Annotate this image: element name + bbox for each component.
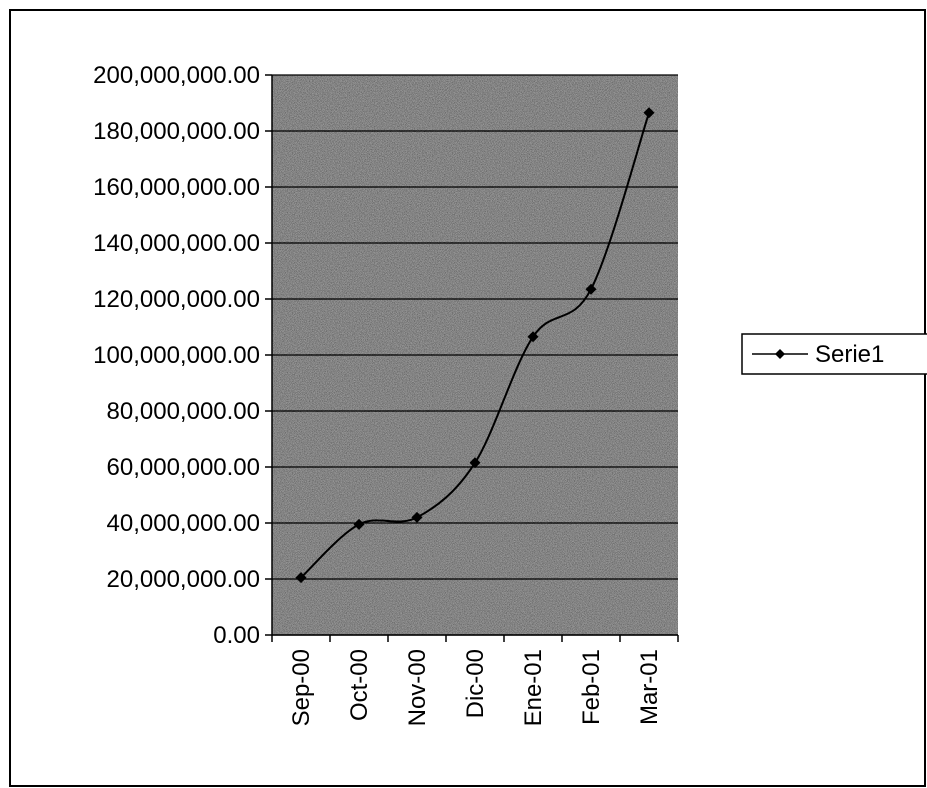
x-tick-label: Sep-00 <box>288 649 315 726</box>
y-tick-label: 60,000,000.00 <box>107 454 260 481</box>
data-point <box>469 457 481 469</box>
y-tick-label: 100,000,000.00 <box>93 342 260 369</box>
y-tick-label: 0.00 <box>213 622 260 649</box>
x-tick-label: Feb-01 <box>578 649 605 725</box>
legend: Serie1 <box>741 333 927 375</box>
data-point <box>295 572 307 584</box>
legend-label: Serie1 <box>815 341 884 368</box>
y-tick-label: 40,000,000.00 <box>107 510 260 537</box>
x-axis: Sep-00 Oct-00 Nov-00 Dic-00 Ene-01 Feb-01 Mar-… <box>271 634 679 726</box>
data-point <box>527 331 539 343</box>
data-point <box>643 107 655 119</box>
x-tick-label: Oct-00 <box>346 649 373 721</box>
y-tick-label: 80,000,000.00 <box>107 398 260 425</box>
y-tick-label: 200,000,000.00 <box>93 62 260 89</box>
series-layer <box>295 107 655 584</box>
y-tick-label: 20,000,000.00 <box>107 566 260 593</box>
series-line <box>300 112 650 579</box>
x-tick-label: Mar-01 <box>636 649 663 725</box>
y-tick-label: 120,000,000.00 <box>93 286 260 313</box>
data-point <box>411 511 423 523</box>
x-tick-label: Dic-00 <box>462 649 489 718</box>
legend-marker <box>775 349 785 359</box>
data-point <box>585 283 597 295</box>
y-tick-label: 140,000,000.00 <box>93 230 260 257</box>
x-tick-label: Ene-01 <box>520 649 547 726</box>
data-point <box>353 518 365 530</box>
x-tick-label: Nov-00 <box>404 649 431 726</box>
y-tick-label: 180,000,000.00 <box>93 118 260 145</box>
y-tick-label: 160,000,000.00 <box>93 174 260 201</box>
y-axis: 0.00 20,000,000.00 40,000,000.00 60,000,000… <box>93 62 273 649</box>
